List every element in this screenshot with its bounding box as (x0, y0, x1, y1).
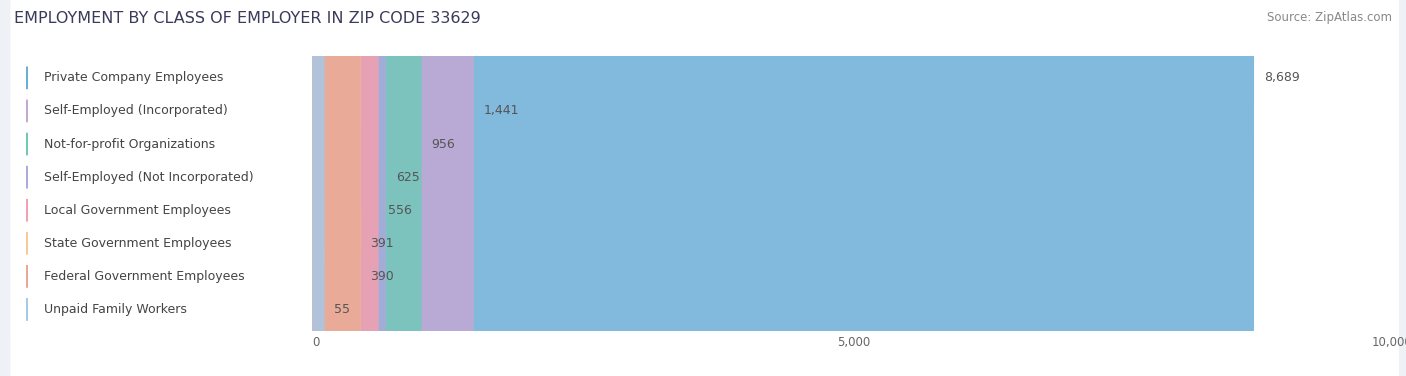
FancyBboxPatch shape (11, 0, 1399, 376)
FancyBboxPatch shape (11, 0, 1399, 376)
FancyBboxPatch shape (312, 0, 474, 376)
FancyBboxPatch shape (312, 0, 361, 376)
FancyBboxPatch shape (11, 0, 1399, 376)
Text: Self-Employed (Not Incorporated): Self-Employed (Not Incorporated) (44, 171, 254, 183)
Text: 556: 556 (388, 204, 412, 217)
Text: EMPLOYMENT BY CLASS OF EMPLOYER IN ZIP CODE 33629: EMPLOYMENT BY CLASS OF EMPLOYER IN ZIP C… (14, 11, 481, 26)
Text: 55: 55 (335, 303, 350, 316)
Text: Source: ZipAtlas.com: Source: ZipAtlas.com (1267, 11, 1392, 24)
FancyBboxPatch shape (11, 0, 1399, 376)
Text: Local Government Employees: Local Government Employees (44, 204, 231, 217)
FancyBboxPatch shape (11, 0, 1399, 376)
FancyBboxPatch shape (312, 0, 1254, 376)
Text: Self-Employed (Incorporated): Self-Employed (Incorporated) (44, 105, 228, 117)
Text: 1,441: 1,441 (484, 105, 519, 117)
Text: State Government Employees: State Government Employees (44, 237, 232, 250)
FancyBboxPatch shape (11, 0, 1399, 376)
Text: 391: 391 (370, 237, 394, 250)
Text: Not-for-profit Organizations: Not-for-profit Organizations (44, 138, 215, 150)
Text: Private Company Employees: Private Company Employees (44, 71, 224, 84)
Text: 625: 625 (395, 171, 419, 183)
FancyBboxPatch shape (312, 0, 378, 376)
FancyBboxPatch shape (11, 0, 1399, 376)
Text: Federal Government Employees: Federal Government Employees (44, 270, 245, 283)
Text: 390: 390 (370, 270, 394, 283)
FancyBboxPatch shape (312, 0, 422, 376)
Text: 8,689: 8,689 (1264, 71, 1299, 84)
FancyBboxPatch shape (312, 0, 325, 376)
Text: 956: 956 (432, 138, 456, 150)
FancyBboxPatch shape (312, 0, 361, 376)
Text: Unpaid Family Workers: Unpaid Family Workers (44, 303, 187, 316)
FancyBboxPatch shape (11, 0, 1399, 376)
FancyBboxPatch shape (312, 0, 387, 376)
